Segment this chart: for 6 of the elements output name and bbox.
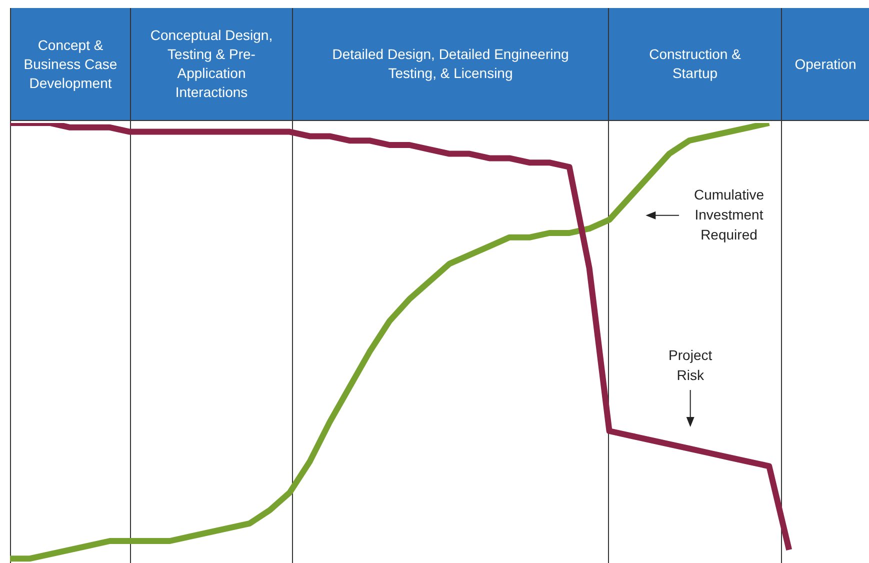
text: Conceptual Design, Testing & Pre-Application Interactions	[149, 26, 274, 102]
text: Detailed Design, Detailed Engineering Testing, & Licensing	[331, 45, 570, 83]
text: Operation	[794, 54, 856, 74]
text: Construction & Startup	[648, 45, 742, 83]
annotation: Cumulative Investment Required	[694, 186, 764, 242]
annotation: Project Risk	[668, 346, 712, 383]
